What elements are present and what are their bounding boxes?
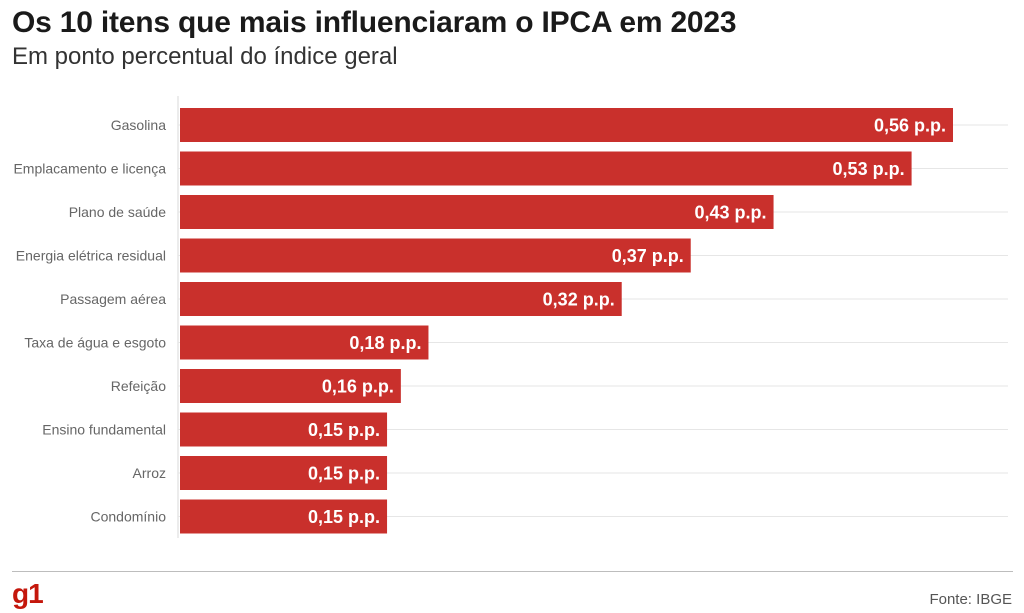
category-label: Plano de saúde	[69, 204, 167, 220]
value-label: 0,15 p.p.	[308, 507, 380, 527]
value-label: 0,15 p.p.	[308, 464, 380, 484]
bar[interactable]	[180, 151, 912, 186]
category-label: Energia elétrica residual	[16, 248, 166, 264]
value-label: 0,56 p.p.	[874, 116, 946, 136]
value-label: 0,16 p.p.	[322, 377, 394, 397]
bar[interactable]	[180, 282, 622, 316]
category-label: Arroz	[133, 465, 166, 481]
chart-title: Os 10 itens que mais influenciaram o IPC…	[12, 6, 737, 39]
category-label: Passagem aérea	[60, 291, 166, 307]
value-label: 0,32 p.p.	[543, 290, 615, 310]
category-label: Emplacamento e licença	[13, 161, 166, 177]
category-label: Condomínio	[91, 509, 167, 525]
bar[interactable]	[180, 238, 691, 273]
category-label: Ensino fundamental	[42, 422, 166, 438]
value-label: 0,53 p.p.	[833, 159, 905, 179]
value-label: 0,43 p.p.	[695, 203, 767, 223]
bar[interactable]	[180, 369, 401, 403]
value-label: 0,18 p.p.	[349, 333, 421, 353]
category-label: Refeição	[111, 378, 166, 394]
bar[interactable]	[180, 195, 774, 229]
category-label: Gasolina	[111, 117, 166, 133]
value-label: 0,37 p.p.	[612, 246, 684, 266]
bar[interactable]	[180, 456, 388, 490]
bar-chart: Gasolina 0,56 p.p. Emplacamento e licença 0…	[13, 96, 1008, 538]
source-note: Fonte: IBGE	[929, 591, 1012, 608]
category-label: Taxa de água e esgoto	[24, 335, 166, 351]
bar[interactable]	[180, 325, 429, 360]
bar[interactable]	[180, 499, 388, 534]
g1-logo[interactable]: g1	[12, 578, 44, 609]
bar[interactable]	[180, 412, 388, 447]
bar[interactable]	[180, 108, 953, 142]
chart-subtitle: Em ponto percentual do índice geral	[12, 43, 398, 70]
footer-divider	[12, 571, 1013, 572]
value-label: 0,15 p.p.	[308, 420, 380, 440]
